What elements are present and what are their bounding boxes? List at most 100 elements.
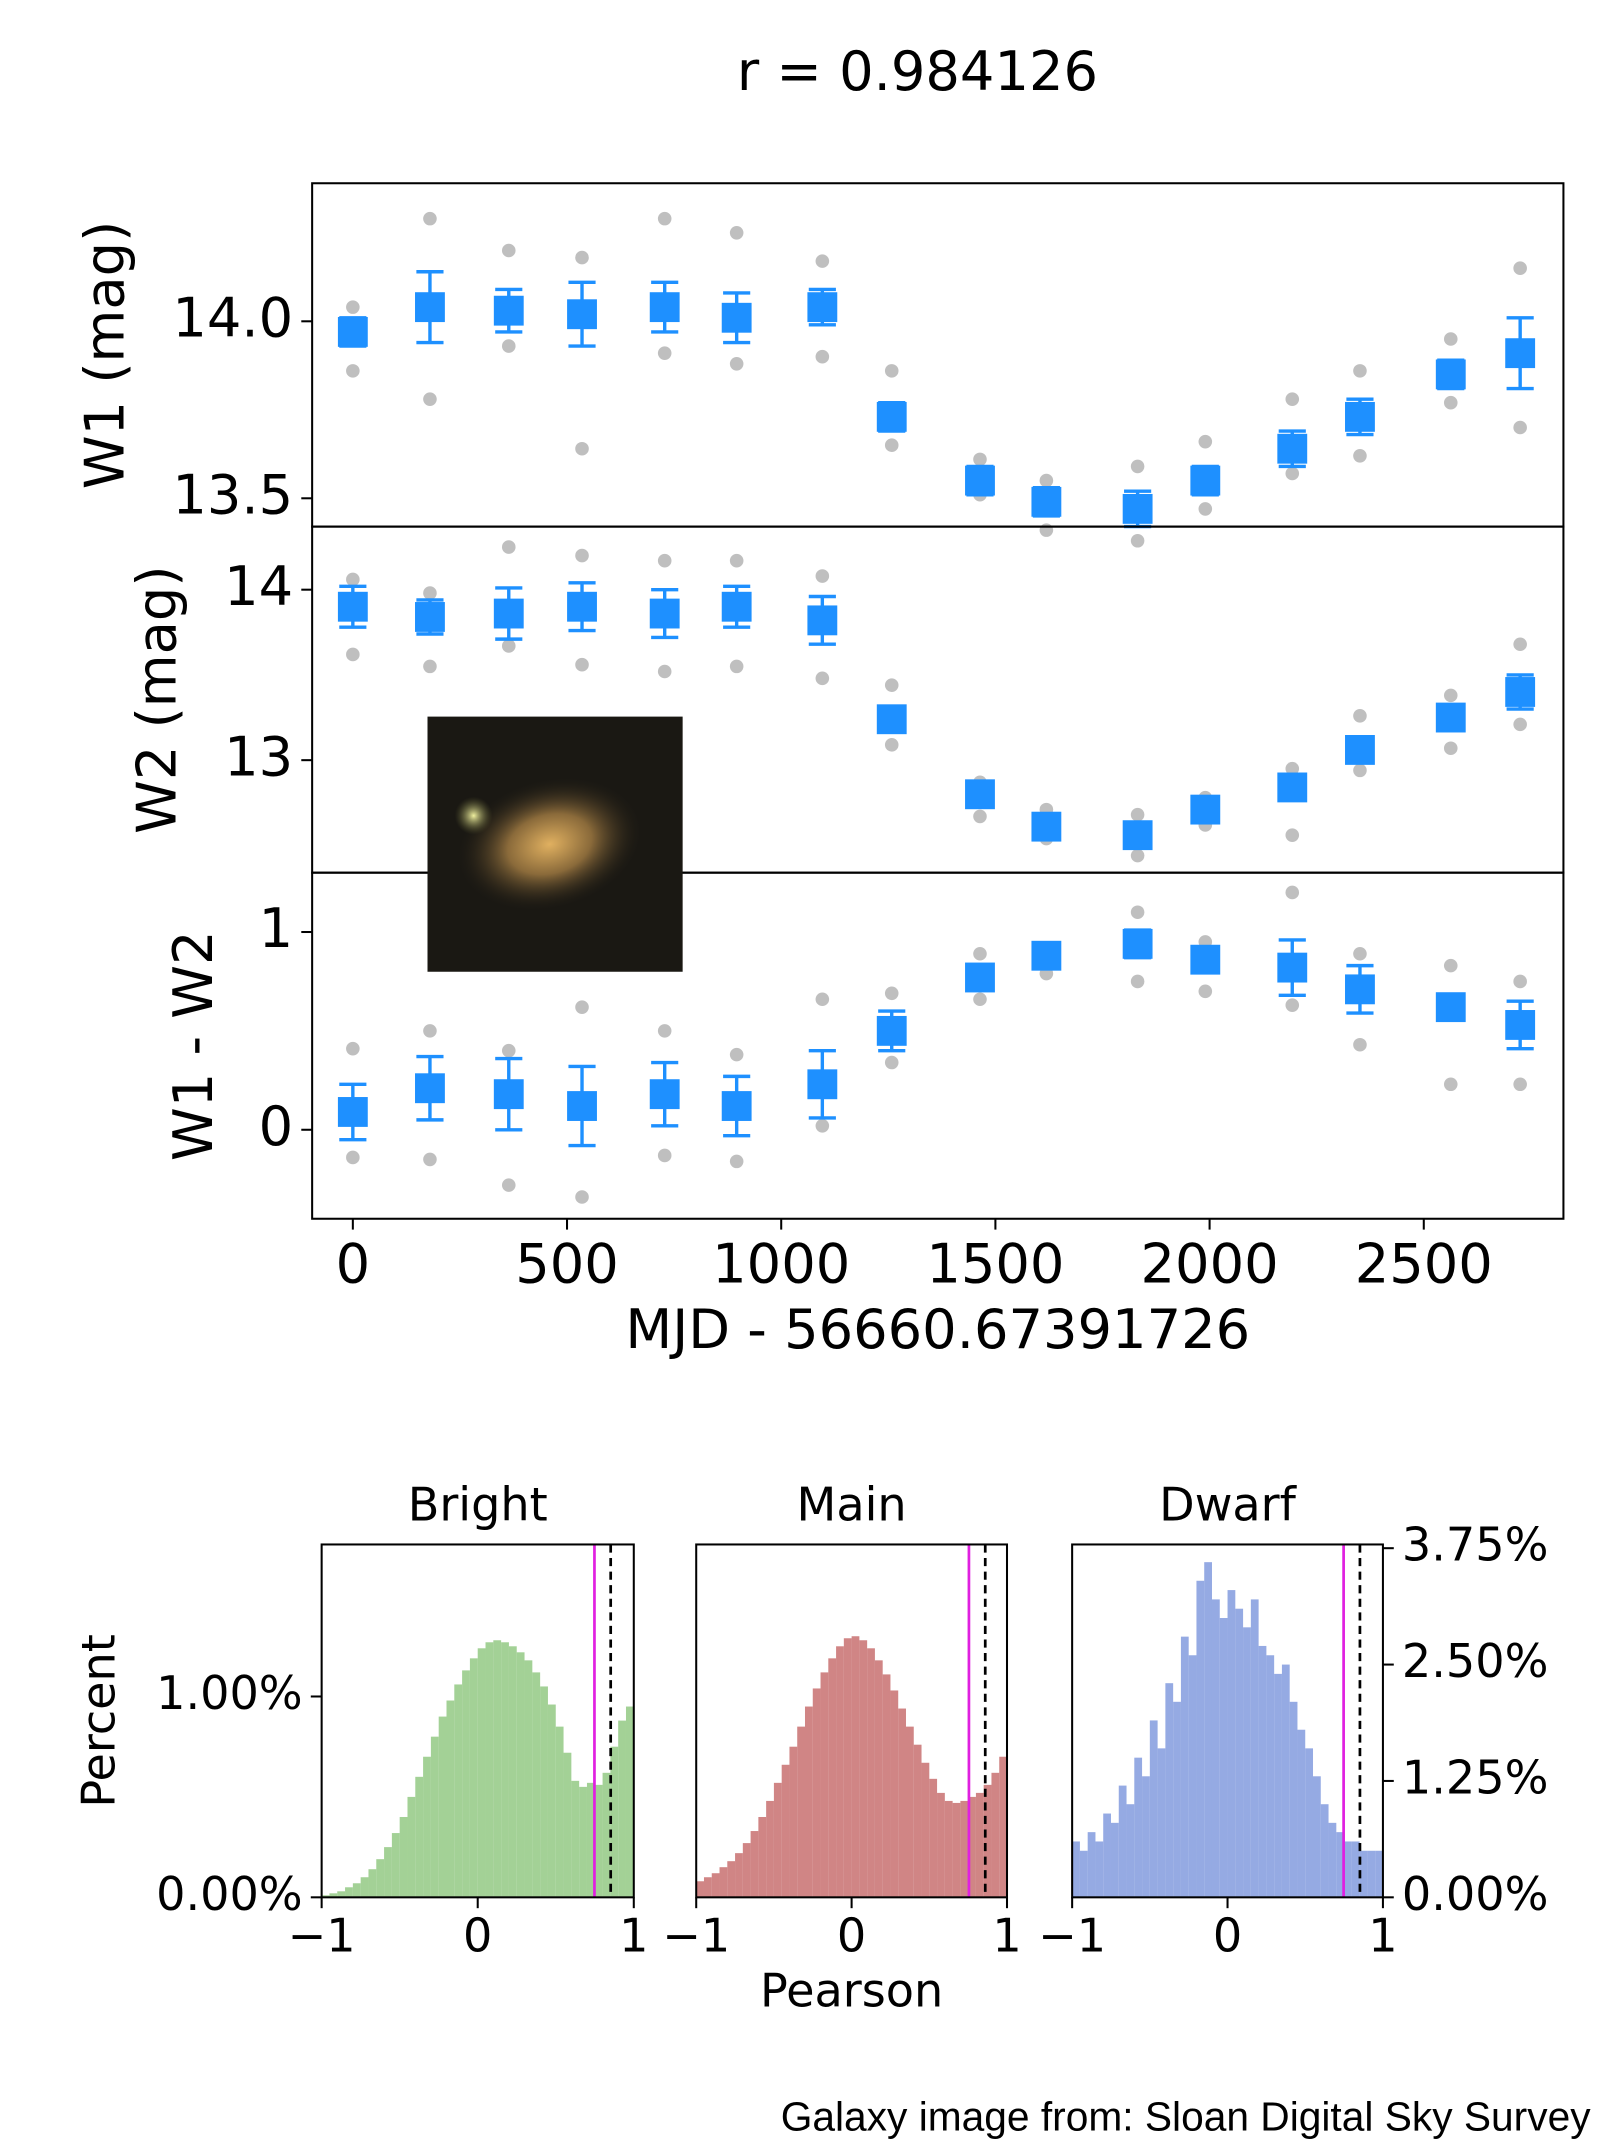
bar	[1118, 1785, 1127, 1898]
point	[1505, 1010, 1536, 1040]
point	[1513, 637, 1527, 652]
x-tick-label: 0	[837, 1908, 866, 1962]
figure-title: r = 0.984126	[737, 40, 1098, 103]
bar	[501, 1642, 509, 1898]
bar	[711, 1873, 720, 1898]
point	[1285, 998, 1300, 1012]
point	[815, 992, 830, 1007]
point	[649, 292, 680, 323]
point	[657, 346, 672, 360]
point	[1122, 820, 1153, 851]
bar	[469, 1658, 478, 1898]
bar	[898, 1708, 906, 1898]
point	[1031, 940, 1062, 971]
point	[567, 1091, 597, 1121]
point	[657, 553, 672, 568]
bar	[563, 1752, 572, 1898]
point	[1353, 449, 1367, 463]
bar	[836, 1646, 844, 1898]
point	[1130, 533, 1145, 548]
point	[729, 1047, 744, 1062]
bar	[1250, 1599, 1259, 1898]
bar	[477, 1648, 486, 1898]
bar	[937, 1792, 945, 1898]
point	[337, 316, 368, 347]
point	[501, 243, 516, 258]
point	[729, 659, 744, 674]
bar	[1281, 1664, 1290, 1898]
point	[815, 671, 830, 686]
point	[1277, 952, 1308, 983]
y-tick-label: 13.5	[172, 463, 293, 526]
bar	[913, 1744, 922, 1898]
bar	[828, 1658, 837, 1898]
point	[1513, 974, 1527, 989]
point	[1198, 984, 1213, 999]
bar	[571, 1780, 580, 1898]
point	[1513, 1077, 1527, 1092]
bar	[1087, 1832, 1096, 1898]
bar	[1204, 1562, 1212, 1898]
point	[1443, 958, 1458, 973]
point	[1285, 392, 1300, 406]
y-axis-label: W2 (mag)	[125, 565, 188, 833]
y-tick-label: 14	[224, 555, 293, 618]
bar	[555, 1726, 564, 1898]
bar	[1297, 1729, 1306, 1898]
x-tick-label: −1	[288, 1908, 356, 1962]
bar	[820, 1672, 829, 1898]
point	[346, 1041, 360, 1056]
bar	[727, 1861, 736, 1898]
point	[1031, 486, 1062, 517]
point	[567, 299, 597, 330]
point	[423, 1152, 437, 1167]
point	[729, 553, 744, 568]
point	[1277, 772, 1308, 803]
point	[493, 598, 524, 629]
bar	[983, 1784, 992, 1898]
point	[965, 779, 995, 810]
point	[346, 647, 360, 662]
bar	[859, 1640, 868, 1898]
bar	[618, 1720, 626, 1898]
bar	[1367, 1850, 1376, 1898]
point	[657, 1024, 672, 1038]
bar	[1359, 1850, 1368, 1898]
panel-title: Bright	[408, 1477, 548, 1531]
bar	[797, 1726, 805, 1898]
point	[1513, 420, 1527, 435]
bar	[594, 1784, 603, 1898]
y-axis-label: W1 - W2	[162, 930, 225, 1160]
bar	[999, 1756, 1007, 1898]
point	[575, 657, 589, 672]
point	[1345, 974, 1375, 1005]
bar	[719, 1867, 728, 1898]
y-tick-label: 3.75%	[1402, 1518, 1549, 1572]
point	[1122, 928, 1153, 959]
bar	[610, 1746, 619, 1898]
point	[1190, 794, 1221, 825]
y-tick-label: 14.0	[172, 286, 293, 349]
bar	[1227, 1590, 1236, 1898]
point	[1198, 502, 1213, 516]
bar	[1173, 1701, 1181, 1898]
point	[721, 302, 752, 333]
point	[493, 1079, 524, 1110]
x-tick-label: 1500	[926, 1233, 1064, 1296]
point	[965, 962, 995, 993]
bar	[758, 1816, 767, 1898]
point	[1513, 261, 1527, 275]
bar	[625, 1706, 634, 1898]
x-tick-label: 500	[515, 1233, 619, 1296]
bar	[781, 1764, 790, 1898]
bar	[352, 1883, 361, 1898]
bar	[735, 1853, 743, 1898]
y-tick-label: 0.00%	[1402, 1867, 1549, 1921]
bar	[944, 1800, 953, 1898]
bar	[890, 1690, 899, 1898]
point	[1190, 465, 1221, 496]
bar	[1243, 1627, 1251, 1898]
point	[575, 1190, 589, 1204]
